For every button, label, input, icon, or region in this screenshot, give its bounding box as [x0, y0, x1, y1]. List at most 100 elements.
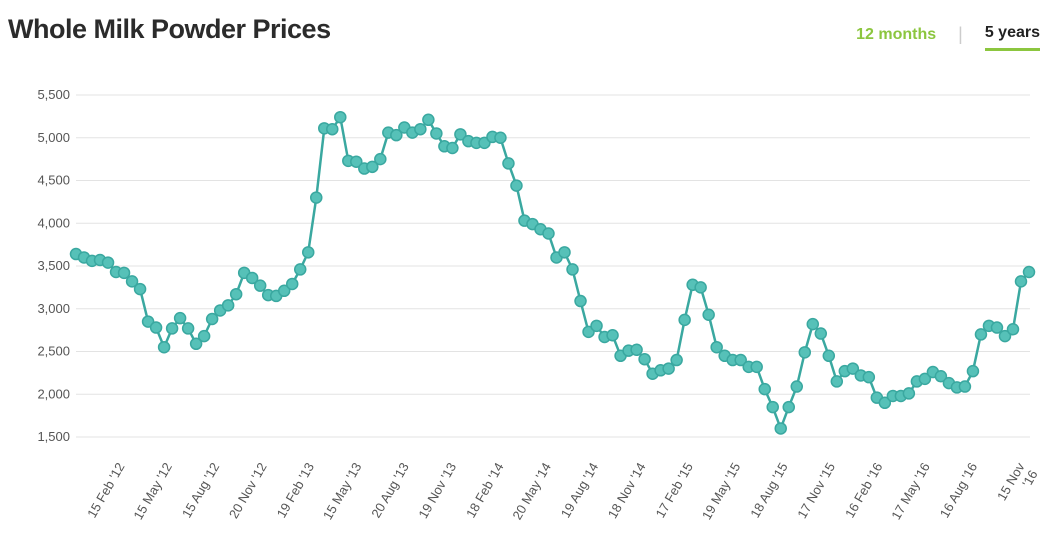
x-tick-label: 15 Nov'16 [994, 460, 1041, 511]
data-point[interactable] [366, 160, 379, 174]
y-tick-label: 4,000 [37, 215, 70, 230]
data-point[interactable] [822, 349, 836, 363]
data-point[interactable] [558, 246, 571, 259]
x-tick-label: 20 Nov '12 [226, 460, 270, 521]
data-point[interactable] [918, 372, 932, 386]
data-point[interactable] [806, 317, 820, 331]
data-point[interactable] [205, 312, 219, 326]
data-point[interactable] [173, 311, 187, 325]
data-point[interactable] [630, 343, 643, 357]
data-point[interactable] [766, 400, 779, 414]
data-point[interactable] [758, 382, 771, 396]
data-point[interactable] [1006, 323, 1020, 336]
data-point[interactable] [446, 141, 459, 155]
data-point[interactable] [542, 227, 555, 240]
data-point[interactable] [390, 128, 403, 142]
x-tick-label: 18 Nov '14 [605, 460, 649, 521]
data-point[interactable] [606, 329, 619, 342]
data-point[interactable] [229, 287, 243, 301]
data-point[interactable] [350, 155, 363, 168]
data-point[interactable] [125, 275, 139, 288]
data-point[interactable] [702, 308, 715, 321]
data-point[interactable] [798, 346, 812, 359]
data-point[interactable] [974, 328, 988, 341]
data-point[interactable] [814, 327, 828, 340]
x-tick-label: 20 Aug '13 [368, 460, 412, 520]
data-point[interactable] [934, 370, 948, 383]
series-layer [69, 110, 1036, 435]
tab-12-months[interactable]: 12 months [856, 25, 937, 43]
data-point[interactable] [1022, 265, 1036, 279]
data-point[interactable] [181, 322, 195, 335]
y-tick-label: 1,500 [37, 429, 70, 444]
data-point[interactable] [293, 263, 307, 276]
data-point[interactable] [862, 370, 876, 384]
data-point[interactable] [782, 400, 795, 414]
data-point[interactable] [750, 360, 763, 374]
x-tick-label: 19 Feb '13 [274, 460, 318, 520]
data-point[interactable] [998, 329, 1012, 343]
data-point[interactable] [245, 271, 259, 285]
data-point[interactable] [133, 282, 147, 296]
x-tick-label: 15 May '12 [130, 460, 175, 522]
data-point[interactable] [966, 364, 980, 378]
data-point[interactable] [710, 340, 723, 354]
y-tick-label: 4,500 [37, 173, 70, 188]
data-point[interactable] [277, 284, 291, 298]
data-point[interactable] [958, 380, 972, 393]
data-point[interactable] [566, 263, 579, 276]
data-point[interactable] [846, 362, 860, 375]
data-point[interactable] [221, 299, 235, 312]
tab-5-years[interactable]: 5 years [984, 24, 1040, 51]
data-point[interactable] [149, 321, 163, 334]
data-point[interactable] [197, 329, 211, 343]
data-point[interactable] [253, 279, 267, 292]
data-point[interactable] [414, 122, 427, 136]
data-point[interactable] [301, 246, 315, 259]
data-point[interactable] [430, 127, 443, 140]
data-point[interactable] [422, 113, 435, 127]
data-point[interactable] [590, 319, 603, 333]
data-point[interactable] [878, 396, 892, 410]
grid-lines [76, 94, 1030, 438]
data-point[interactable] [189, 337, 203, 351]
data-point[interactable] [310, 191, 323, 204]
data-point[interactable] [494, 131, 507, 144]
data-point[interactable] [117, 266, 131, 280]
data-point[interactable] [326, 122, 339, 136]
data-point[interactable] [1014, 275, 1028, 288]
data-point[interactable] [694, 281, 707, 294]
data-point[interactable] [990, 321, 1004, 334]
data-point[interactable] [285, 277, 299, 291]
y-tick-label: 5,500 [37, 87, 70, 102]
y-tick-label: 3,500 [37, 258, 70, 273]
data-point[interactable] [510, 179, 523, 192]
y-tick-label: 2,000 [37, 386, 70, 401]
x-tick-label: 20 May '14 [509, 460, 554, 522]
data-point[interactable] [157, 340, 171, 354]
data-point[interactable] [101, 256, 115, 269]
data-point[interactable] [574, 294, 587, 308]
data-point[interactable] [902, 387, 916, 400]
x-tick-label: 17 May '16 [888, 460, 933, 522]
data-point[interactable] [374, 152, 387, 166]
data-point[interactable] [334, 110, 347, 124]
x-tick-label: 18 Feb '14 [463, 460, 507, 520]
y-tick-label: 3,000 [37, 301, 70, 316]
data-point[interactable] [454, 128, 467, 141]
data-point[interactable] [734, 353, 747, 367]
data-point[interactable] [774, 422, 787, 435]
data-point[interactable] [662, 362, 675, 375]
x-tick-label: 15 Aug '12 [179, 460, 223, 520]
data-point[interactable] [502, 157, 515, 170]
data-point[interactable] [165, 322, 179, 335]
data-point[interactable] [790, 380, 804, 393]
data-point[interactable] [638, 352, 651, 366]
data-point[interactable] [678, 313, 691, 327]
data-point[interactable] [670, 353, 683, 367]
y-tick-label: 2,500 [37, 344, 70, 359]
tab-separator: | [958, 24, 963, 44]
data-point[interactable] [830, 375, 844, 388]
period-tabs: 12 months | 5 years [856, 24, 1040, 51]
x-tick-label: 15 Feb '12 [84, 460, 128, 520]
